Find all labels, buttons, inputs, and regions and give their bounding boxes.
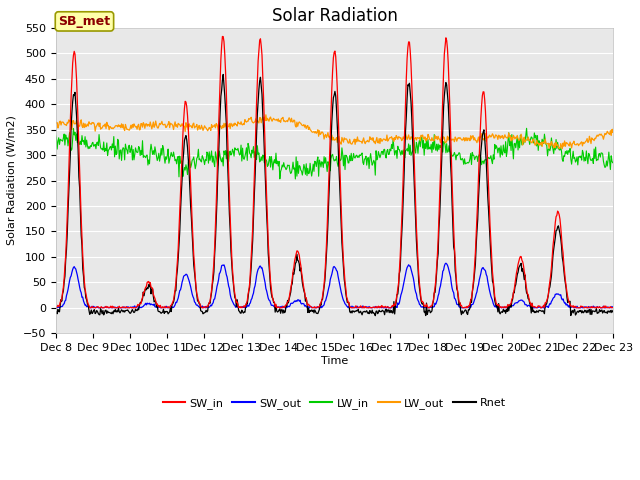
Text: SB_met: SB_met xyxy=(58,15,111,28)
Title: Solar Radiation: Solar Radiation xyxy=(271,7,397,25)
Y-axis label: Solar Radiation (W/m2): Solar Radiation (W/m2) xyxy=(7,116,17,245)
Legend: SW_in, SW_out, LW_in, LW_out, Rnet: SW_in, SW_out, LW_in, LW_out, Rnet xyxy=(159,394,511,413)
X-axis label: Time: Time xyxy=(321,356,348,366)
